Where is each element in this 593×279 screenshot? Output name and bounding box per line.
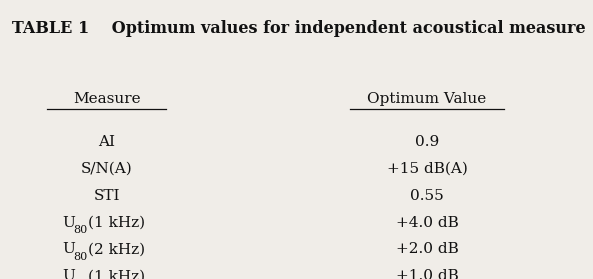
Text: +2.0 dB: +2.0 dB xyxy=(396,242,458,256)
Text: TABLE 1    Optimum values for independent acoustical measure: TABLE 1 Optimum values for independent a… xyxy=(12,20,585,37)
Text: AI: AI xyxy=(98,135,115,149)
Text: U: U xyxy=(62,216,75,230)
Text: Measure: Measure xyxy=(73,92,141,106)
Text: Optimum Value: Optimum Value xyxy=(367,92,487,106)
Text: (2 kHz): (2 kHz) xyxy=(88,242,145,256)
Text: 80: 80 xyxy=(74,252,88,262)
Text: 0.55: 0.55 xyxy=(410,189,444,203)
Text: STI: STI xyxy=(94,189,120,203)
Text: 80: 80 xyxy=(74,225,88,235)
Text: (1 kHz): (1 kHz) xyxy=(88,216,145,230)
Text: U: U xyxy=(62,269,75,279)
Text: +15 dB(A): +15 dB(A) xyxy=(387,162,467,176)
Text: S/N(A): S/N(A) xyxy=(81,162,133,176)
Text: +1.0 dB: +1.0 dB xyxy=(396,269,458,279)
Text: U: U xyxy=(62,242,75,256)
Text: +4.0 dB: +4.0 dB xyxy=(396,216,458,230)
Text: (1 kHz): (1 kHz) xyxy=(88,269,145,279)
Text: 0.9: 0.9 xyxy=(415,135,439,149)
